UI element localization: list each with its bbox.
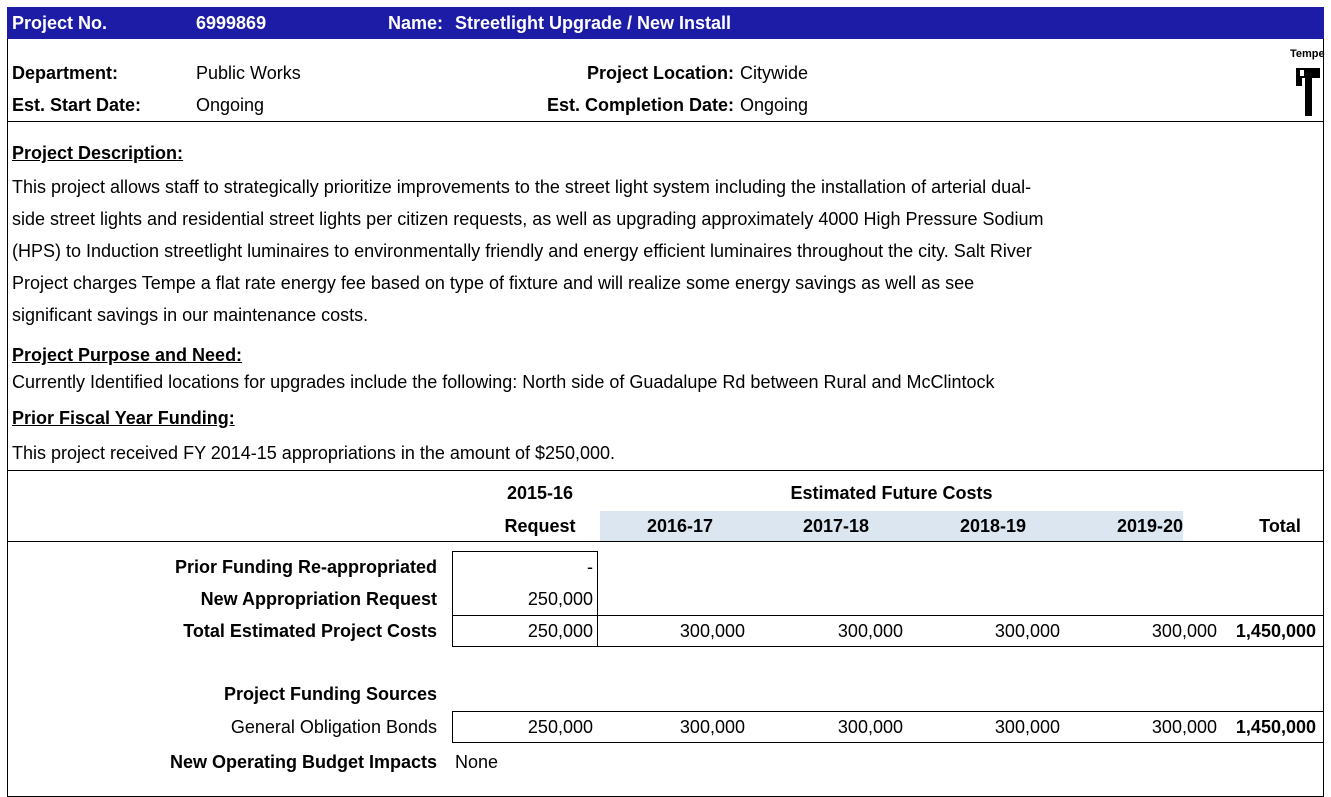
column-header: 2019-20 xyxy=(1116,516,1184,536)
text-line: side street lights and residential stree… xyxy=(12,209,1044,229)
value: Citywide xyxy=(740,63,809,83)
label: Est. Start Date: xyxy=(12,95,142,115)
row-label: Total Estimated Project Costs xyxy=(183,621,437,641)
year-band xyxy=(600,511,1183,541)
cell: 1,450,000 xyxy=(1235,717,1316,737)
cell: 300,000 xyxy=(837,717,903,737)
label: Est. Completion Date: xyxy=(546,95,734,115)
value: 6999869 xyxy=(196,13,267,33)
value: Ongoing xyxy=(740,95,809,115)
divider xyxy=(7,121,1324,122)
value: Ongoing xyxy=(196,95,265,115)
text: Currently Identified locations for upgra… xyxy=(12,372,995,392)
column-header: 2015-16 xyxy=(506,483,574,503)
divider xyxy=(7,470,1324,471)
column-header: 2017-18 xyxy=(802,516,870,536)
cell: 300,000 xyxy=(837,621,903,641)
section-heading: Project Funding Sources xyxy=(223,684,437,704)
label: Project No. xyxy=(12,13,108,33)
value: Streetlight Upgrade / New Install xyxy=(455,13,732,33)
column-header: Request xyxy=(504,516,576,536)
cell: 300,000 xyxy=(1151,621,1217,641)
cell: 300,000 xyxy=(679,717,745,737)
funding-box xyxy=(452,711,1324,743)
cell: 1,450,000 xyxy=(1235,621,1316,641)
cell: 250,000 xyxy=(527,589,593,609)
column-header: Estimated Future Costs xyxy=(790,483,993,503)
header-bar xyxy=(7,7,1324,39)
value: Public Works xyxy=(196,63,301,83)
cell: 300,000 xyxy=(679,621,745,641)
text: This project received FY 2014-15 appropr… xyxy=(12,443,616,463)
value: None xyxy=(455,752,499,772)
label: Name: xyxy=(388,13,444,33)
cell: 250,000 xyxy=(527,717,593,737)
text-line: significant savings in our maintenance c… xyxy=(12,305,369,325)
frame xyxy=(7,7,1324,797)
cell: 250,000 xyxy=(527,621,593,641)
column-header: 2016-17 xyxy=(646,516,714,536)
logo xyxy=(1296,68,1320,116)
section-heading: Prior Fiscal Year Funding: xyxy=(12,408,235,428)
row-label: Prior Funding Re-appropriated xyxy=(174,557,437,577)
column-header: Total xyxy=(1259,516,1301,536)
column-header: 2018-19 xyxy=(959,516,1027,536)
cell: 300,000 xyxy=(994,717,1060,737)
logo-text: Tempe xyxy=(1290,48,1325,60)
text-line: This project allows staff to strategical… xyxy=(12,177,1032,197)
cell: 300,000 xyxy=(1151,717,1217,737)
row-label: General Obligation Bonds xyxy=(230,717,437,737)
cell: 300,000 xyxy=(994,621,1060,641)
row-label: New Appropriation Request xyxy=(200,589,437,609)
text-line: Project charges Tempe a flat rate energy… xyxy=(12,273,975,293)
label: Project Location: xyxy=(586,63,734,83)
section-heading: Project Purpose and Need: xyxy=(12,345,243,365)
page: Project No. 6999869 Name: Streetlight Up… xyxy=(7,7,1325,797)
cell: - xyxy=(587,557,593,577)
section-heading: Project Description: xyxy=(12,143,184,163)
divider xyxy=(7,541,1324,542)
label: Department: xyxy=(12,63,119,83)
label: New Operating Budget Impacts xyxy=(169,752,437,772)
total-box xyxy=(452,615,1324,647)
text-line: (HPS) to Induction streetlight luminaire… xyxy=(12,241,1032,261)
